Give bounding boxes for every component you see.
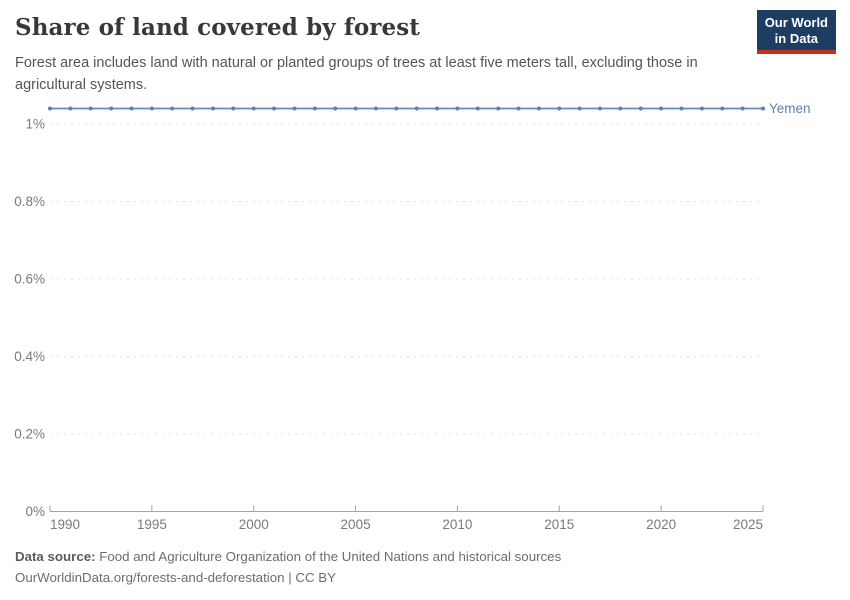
data-point-marker — [292, 106, 297, 111]
data-point-marker — [638, 106, 643, 111]
data-point-marker — [88, 106, 93, 111]
owid-logo-line1: Our World — [764, 15, 828, 30]
data-point-marker — [516, 106, 521, 111]
owid-logo-line2: in Data — [774, 31, 819, 46]
data-point-marker — [496, 106, 501, 111]
series-end-label-yemen[interactable]: Yemen — [769, 101, 811, 116]
data-source-line: Data source: Food and Agriculture Organi… — [15, 547, 561, 568]
data-point-marker — [109, 106, 114, 111]
data-point-marker — [414, 106, 419, 111]
data-point-marker — [170, 106, 175, 111]
x-tick-label-2000: 2000 — [239, 517, 269, 532]
chart-footer: Data source: Food and Agriculture Organi… — [15, 547, 561, 588]
data-point-marker — [699, 106, 704, 111]
data-point-marker — [720, 106, 725, 111]
chart-subtitle: Forest area includes land with natural o… — [15, 55, 698, 93]
y-tick-label-1%: 1% — [25, 117, 45, 132]
data-point-marker — [475, 106, 480, 111]
data-point-marker — [373, 106, 378, 111]
x-tick-label-2025: 2025 — [733, 517, 763, 532]
x-tick-label-1990: 1990 — [50, 517, 80, 532]
data-point-marker — [679, 106, 684, 111]
data-point-marker — [761, 106, 765, 111]
y-tick-label-0%: 0% — [25, 504, 45, 519]
data-point-marker — [618, 106, 623, 111]
data-point-marker — [598, 106, 602, 111]
data-point-marker — [394, 106, 399, 111]
data-point-marker — [353, 106, 358, 111]
x-tick-label-2005: 2005 — [341, 517, 371, 532]
data-point-marker — [455, 106, 460, 111]
data-point-marker — [740, 106, 745, 111]
owid-logo[interactable]: Our World in Data — [756, 10, 836, 54]
data-point-marker — [231, 106, 236, 111]
data-point-marker — [333, 106, 338, 111]
y-tick-label-0.8%: 0.8% — [14, 194, 45, 209]
data-point-marker — [149, 106, 154, 111]
data-point-marker — [251, 106, 256, 111]
data-point-marker — [48, 106, 52, 111]
y-tick-label-0.4%: 0.4% — [14, 349, 45, 364]
chart-title: Share of land covered by forest — [15, 14, 420, 41]
data-point-marker — [272, 106, 277, 111]
data-point-marker — [129, 106, 134, 111]
x-tick-label-1995: 1995 — [137, 517, 167, 532]
x-tick-label-2020: 2020 — [646, 517, 676, 532]
license-line: OurWorldinData.org/forests-and-deforesta… — [15, 569, 336, 585]
data-point-marker — [536, 106, 541, 111]
data-point-marker — [557, 106, 562, 111]
data-point-marker — [68, 106, 73, 111]
data-point-marker — [435, 106, 440, 111]
data-point-marker — [312, 106, 317, 111]
x-tick-label-2015: 2015 — [544, 517, 574, 532]
data-source-label: Data source: — [15, 549, 96, 564]
data-point-marker — [211, 106, 215, 111]
data-point-marker — [577, 106, 582, 111]
data-point-marker — [190, 106, 195, 111]
x-tick-label-2010: 2010 — [442, 517, 472, 532]
y-tick-label-0.6%: 0.6% — [14, 272, 45, 287]
data-point-marker — [659, 106, 664, 111]
y-tick-label-0.2%: 0.2% — [14, 427, 45, 442]
data-source-text: Food and Agriculture Organization of the… — [99, 549, 562, 564]
